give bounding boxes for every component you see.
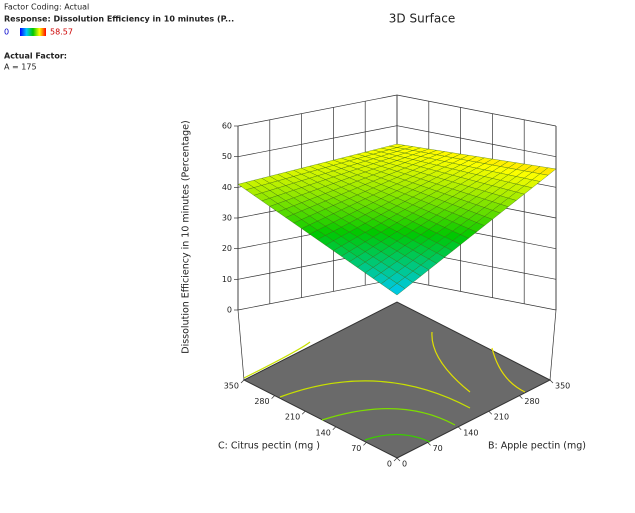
contour-line	[491, 347, 526, 393]
x-tick-label: 210	[494, 413, 509, 422]
y-tick-label: 280	[254, 397, 269, 406]
x-tick-label: 0	[402, 460, 407, 469]
z-tick-label: 30	[222, 214, 232, 223]
y-tick-label: 70	[351, 444, 361, 453]
grid-line	[237, 278, 398, 311]
z-tick-label: 0	[227, 306, 232, 315]
x-tick-label: 350	[555, 382, 570, 391]
grid-line	[396, 125, 557, 158]
z-tick-label: 20	[222, 244, 232, 253]
x-tick-label: 70	[433, 444, 443, 453]
contour-line	[321, 408, 456, 426]
z-tick-label: 40	[222, 183, 232, 192]
contour-line	[243, 341, 311, 379]
y-tick-label: 0	[387, 460, 392, 469]
contour-line	[364, 433, 431, 443]
z-tick-label: 10	[222, 275, 232, 284]
tick-mark	[301, 410, 306, 415]
grid-line	[237, 94, 398, 127]
contour-floor	[242, 301, 552, 459]
grid-line	[396, 94, 557, 127]
tick-mark	[427, 442, 431, 446]
contour-line	[431, 331, 471, 393]
surface-cell	[388, 283, 406, 296]
tick-mark	[393, 457, 398, 462]
tick-mark	[488, 410, 493, 415]
grid-line	[237, 125, 398, 158]
scale-min: 0	[4, 28, 9, 37]
y-tick-label: 210	[285, 413, 300, 422]
tick-mark	[271, 395, 275, 399]
grid-line	[396, 278, 557, 311]
chart-title: 3D Surface	[389, 12, 455, 26]
box-edge	[237, 309, 245, 381]
tick-mark	[457, 426, 462, 431]
tick-mark	[519, 395, 523, 399]
tick-mark	[332, 426, 337, 431]
x-tick-label: 280	[524, 397, 539, 406]
actual-factor-title: Actual Factor:	[4, 52, 67, 61]
tick-mark	[396, 457, 401, 462]
tick-mark	[240, 379, 245, 384]
color-bar	[20, 28, 46, 36]
contour-line	[279, 380, 471, 409]
factor-coding: Factor Coding: Actual	[4, 3, 89, 12]
z-tick-label: 50	[222, 152, 232, 161]
actual-factor: A = 175	[4, 63, 37, 72]
tick-mark	[363, 442, 367, 446]
scale-max: 58.57	[50, 28, 73, 37]
x-axis-label: B: Apple pectin (mg)	[488, 441, 586, 452]
response: Response: Dissolution Efficiency in 10 m…	[4, 15, 234, 24]
z-tick-label: 60	[222, 122, 232, 131]
y-axis-label: C: Citrus pectin (mg )	[218, 441, 320, 452]
z-axis-label: Dissolution Efficiency in 10 minutes (Pe…	[181, 120, 192, 353]
x-tick-label: 140	[463, 428, 478, 437]
y-tick-label: 350	[224, 382, 239, 391]
box-edge	[549, 309, 557, 381]
tick-mark	[549, 379, 554, 384]
y-tick-label: 140	[316, 428, 331, 437]
